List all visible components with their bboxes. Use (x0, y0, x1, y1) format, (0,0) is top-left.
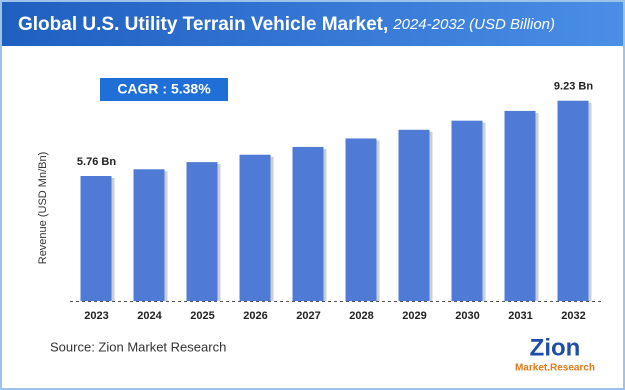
logo: Zion (530, 334, 581, 361)
x-tick-label: 2023 (84, 310, 108, 322)
title-bar (2, 2, 623, 46)
x-tick-label: 2028 (349, 310, 373, 322)
x-tick-label: 2027 (296, 310, 320, 322)
value-label: 9.23 Bn (554, 81, 593, 93)
bar (186, 162, 218, 301)
chart-title: Global U.S. Utility Terrain Vehicle Mark… (18, 14, 555, 35)
cagr-label: CAGR : 5.38% (117, 81, 211, 97)
cagr-box (100, 78, 228, 101)
x-tick-label: 2030 (455, 310, 479, 322)
bar (239, 154, 271, 301)
y-axis-label: Revenue (USD Mn/Bn) (37, 152, 49, 265)
bar (345, 138, 377, 301)
source: Source: Zion Market Research (50, 339, 226, 354)
x-tick-label: 2029 (402, 310, 426, 322)
x-tick-label: 2026 (243, 310, 267, 322)
x-tick-label: 2031 (508, 310, 532, 322)
value-label: 5.76 Bn (77, 156, 116, 168)
x-tick-label: 2024 (137, 310, 162, 322)
bar (292, 146, 324, 301)
logo-sub: Market.Research (515, 363, 595, 374)
bar (451, 120, 483, 301)
bar (398, 129, 430, 301)
x-tick-label: 2032 (561, 310, 585, 322)
bar (504, 110, 536, 302)
bar (557, 100, 589, 301)
bar (80, 176, 112, 301)
bar (133, 169, 165, 301)
x-tick-label: 2025 (190, 310, 214, 322)
